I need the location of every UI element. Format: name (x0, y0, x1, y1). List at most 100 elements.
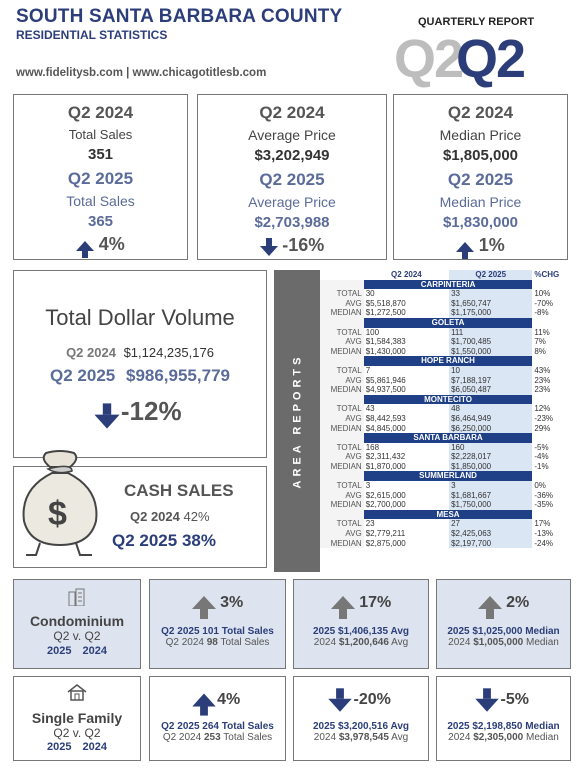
area-row: TOTAL 23 27 17% (320, 519, 574, 530)
area-metric-label: AVG (320, 529, 364, 539)
area-value-2025: $1,750,000 (449, 500, 533, 510)
area-value-2024: $2,615,000 (363, 490, 450, 501)
area-group-header: SUMMERLAND (320, 471, 574, 482)
area-percent-change: 8% (534, 346, 546, 356)
area-group-spacer (532, 394, 574, 405)
arrow-up-icon (330, 596, 355, 620)
area-metric-label: MEDIAN (320, 385, 364, 395)
cash-year-2024: Q2 2024 (130, 509, 180, 524)
area-value-2024: 168 (363, 442, 450, 453)
svg-text:$: $ (48, 495, 67, 533)
area-metric-label: TOTAL (320, 365, 364, 376)
area-row: TOTAL 43 48 12% (320, 404, 574, 414)
area-row: MEDIAN $1,870,000 $1,850,000 -1% (320, 461, 574, 472)
area-value-2024: $5,518,870 (363, 298, 450, 309)
total-sales-box: Q2 2024 Total Sales 351 Q2 2025 Total Sa… (13, 94, 188, 260)
area-group-spacer (320, 279, 364, 290)
condo-median-2024-label: 2024 (448, 637, 471, 648)
area-metric-label: AVG (320, 337, 364, 347)
area-metric-label: AVG (320, 452, 364, 462)
money-bag-illustration: $ (22, 450, 98, 556)
stat-label: Total Sales (68, 127, 133, 142)
stat-value-2025: $1,830,000 (442, 214, 519, 231)
stat-value-2024: 351 (87, 146, 114, 163)
condo-sales-2024-label: Q2 2024 (165, 637, 204, 648)
website-links: www.fidelitysb.com | www.chicagotitlesb.… (16, 67, 267, 79)
area-value-2024: $4,937,500 (363, 385, 450, 395)
area-percent-change: -1% (534, 461, 549, 471)
area-col-chg: %CHG (534, 270, 560, 279)
area-group-spacer (320, 356, 364, 366)
stat-label: Median Price (439, 127, 522, 143)
sfr-median-2024-label: 2024 (448, 732, 471, 744)
condo-avg-change: 17% (359, 594, 392, 611)
condo-avg-2024-label: 2024 (313, 637, 337, 648)
area-reports-table: Q2 2024 Q2 2025 %CHG CARPINTERIA TOTAL 30 3… (320, 270, 574, 549)
area-metric-label: AVG (320, 413, 364, 424)
stat-year-2025: Q2 2025 (67, 169, 134, 188)
sfr-year-2025: 2025 (46, 741, 72, 753)
arrow-down-icon (259, 237, 278, 256)
sfr-year-2024: 2024 (82, 741, 108, 753)
area-row: MEDIAN $2,700,000 $1,750,000 -35% (320, 500, 574, 510)
area-group-header: MESA (320, 509, 574, 520)
sfr-sales-2025: Q2 2025 264 Total Sales (161, 721, 274, 732)
area-value-2024: $8,442,593 (363, 413, 450, 424)
area-value-2025: 10 (449, 365, 533, 376)
volume-year-2025: Q2 2025 (50, 366, 116, 385)
condo-median-2025: 2025 $1,025,000 Median (447, 626, 560, 637)
arrow-up-icon (456, 241, 475, 259)
sfr-title: Single Family (31, 710, 123, 726)
area-value-2025: $7,188,197 (449, 375, 533, 386)
area-group-name: MONTECITO (363, 394, 533, 405)
condo-year-2025: 2025 (46, 645, 72, 657)
condo-median-2024-unit: Median (526, 637, 559, 648)
area-value-2025: 3 (449, 481, 533, 491)
area-row: MEDIAN $4,845,000 $6,250,000 29% (320, 423, 574, 434)
area-row: TOTAL 168 160 -5% (320, 442, 574, 453)
arrow-up-icon (191, 596, 216, 620)
stat-label-2025: Average Price (248, 194, 336, 210)
area-value-2024: $2,779,211 (363, 529, 450, 539)
area-metric-label: MEDIAN (320, 500, 364, 510)
area-value-2024: $1,430,000 (363, 346, 450, 357)
condo-avg-2024-unit: Avg (391, 637, 409, 648)
area-row: AVG $2,311,432 $2,228,017 -4% (320, 452, 574, 462)
area-group-spacer (320, 509, 364, 520)
stat-label-2025: Total Sales (66, 193, 135, 209)
cash-year-2025: Q2 2025 (112, 531, 178, 550)
area-value-2024: $2,700,000 (363, 500, 450, 510)
area-value-2025: $1,175,000 (449, 308, 533, 318)
area-group-name: MESA (363, 509, 533, 520)
area-value-2025: $1,681,667 (449, 490, 533, 501)
area-value-2025: 48 (449, 404, 533, 414)
area-value-2025: 111 (449, 327, 533, 338)
area-col-2024: Q2 2024 (363, 270, 450, 280)
stat-year-2025: Q2 2025 (259, 170, 325, 189)
area-value-2024: $1,584,383 (363, 337, 450, 347)
area-group-spacer (320, 317, 364, 328)
area-group-header: MONTECITO (320, 394, 574, 405)
area-row: TOTAL 30 33 10% (320, 289, 574, 299)
condo-year-2024: 2024 (82, 645, 108, 657)
area-percent-change: -23% (534, 413, 554, 423)
area-row: MEDIAN $1,272,500 $1,175,000 -8% (320, 308, 574, 318)
house-icon (67, 684, 87, 701)
cash-sales-box: $ CASH SALES Q2 2024 42% Q2 2025 38% (13, 450, 267, 568)
area-value-2024: 30 (363, 289, 450, 299)
report-subtitle: RESIDENTIAL STATISTICS (16, 28, 168, 42)
stat-change: 4% (98, 234, 125, 254)
quarter-mark: Q2 (456, 29, 526, 89)
area-value-2024: $5,861,946 (363, 375, 450, 386)
area-group-header: SANTA BARBARA (320, 433, 574, 443)
sfr-avg-tile: -20% 2025 $3,200,516 Avg 2024 $3,978,545… (293, 676, 429, 761)
cash-value-2024: 42% (183, 509, 210, 524)
stat-year-2025: Q2 2025 (447, 170, 514, 189)
area-row: MEDIAN $4,937,500 $6,050,487 23% (320, 385, 574, 395)
area-percent-change: -24% (534, 538, 554, 548)
condo-sales-2025: Q2 2025 101 Total Sales (161, 626, 274, 637)
area-header-spacer (320, 270, 364, 280)
area-percent-change: -8% (534, 308, 549, 318)
quarterly-report-label: QUARTERLY REPORT (418, 16, 535, 28)
area-row: MEDIAN $2,875,000 $2,197,700 -24% (320, 538, 574, 549)
